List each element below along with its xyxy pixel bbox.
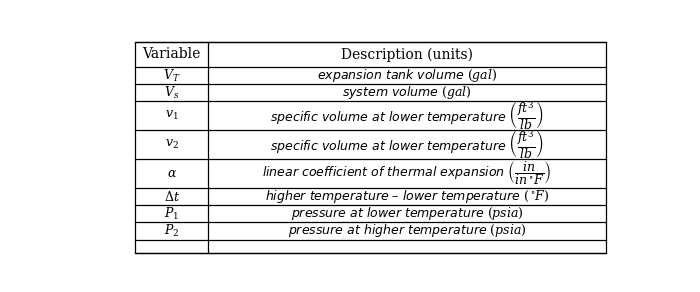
Text: Description (units): Description (units)	[341, 47, 473, 62]
Text: system volume $(gal)$: system volume $(gal)$	[342, 84, 472, 101]
Text: Variable: Variable	[143, 47, 201, 61]
Text: higher temperature – lower temperature $(\,^{\circ}F)$: higher temperature – lower temperature $…	[265, 188, 549, 205]
Bar	[135, 42, 606, 253]
Text: $V_s$: $V_s$	[164, 85, 179, 101]
Text: $\Delta t$: $\Delta t$	[164, 190, 180, 204]
Text: $v_2$: $v_2$	[164, 138, 178, 151]
Text: $v_1$: $v_1$	[165, 109, 178, 122]
Text: pressure at higher temperature $(psia)$: pressure at higher temperature $(psia)$	[288, 223, 526, 239]
Text: specific volume at lower temperature $\left(\dfrac{ft^3}{lb}\right)$: specific volume at lower temperature $\l…	[270, 99, 543, 132]
Text: $P_2$: $P_2$	[164, 223, 179, 239]
Text: expansion tank volume $(gal)$: expansion tank volume $(gal)$	[316, 67, 497, 84]
Text: $V_T$: $V_T$	[163, 67, 181, 84]
Text: specific volume at lower temperature $\left(\dfrac{ft^3}{lb}\right)$: specific volume at lower temperature $\l…	[270, 128, 543, 161]
Text: linear coefficient of thermal expansion $\left(\dfrac{in}{in\,^{\circ}F}\right)$: linear coefficient of thermal expansion …	[262, 160, 552, 187]
Text: pressure at lower temperature $(psia)$: pressure at lower temperature $(psia)$	[290, 205, 523, 222]
Text: $\alpha$: $\alpha$	[167, 167, 177, 180]
Text: $P_1$: $P_1$	[164, 206, 179, 222]
